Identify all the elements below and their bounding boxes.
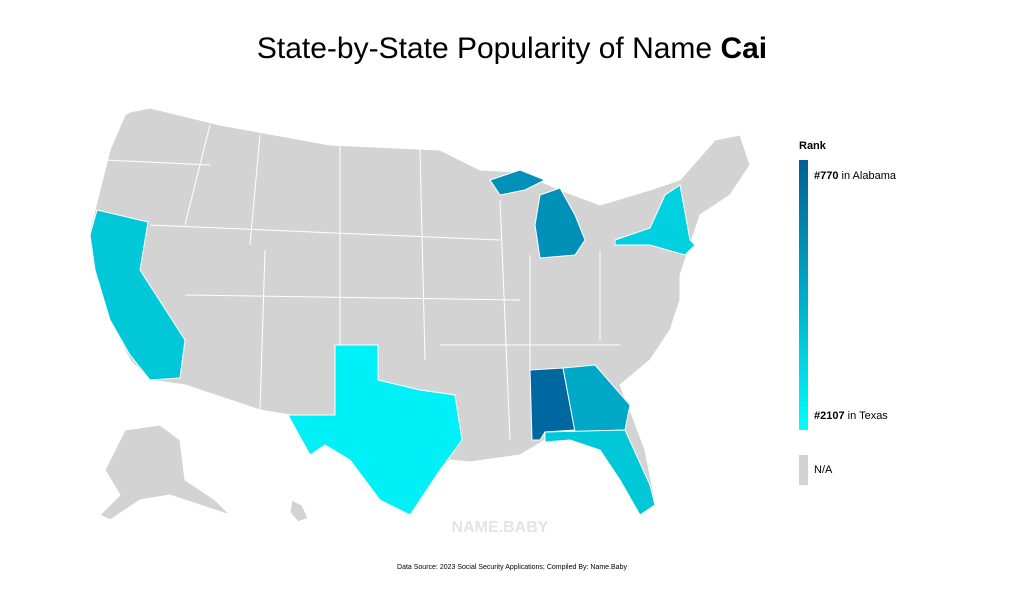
georgia bbox=[562, 364, 631, 433]
new-york bbox=[614, 184, 696, 256]
legend-na-swatch bbox=[799, 455, 808, 485]
michigan bbox=[534, 187, 586, 259]
legend-bottom: #2107 in Texas bbox=[814, 410, 888, 422]
texas bbox=[287, 344, 463, 516]
title-text: State-by-State Popularity of Name bbox=[257, 32, 712, 65]
legend-top: #770 in Alabama bbox=[814, 170, 897, 182]
title: State-by-State Popularity of Name Cai bbox=[257, 32, 767, 65]
legend-title: Rank bbox=[799, 140, 827, 152]
alaska bbox=[99, 424, 231, 521]
watermark: NAME.BABY bbox=[452, 519, 549, 536]
florida bbox=[544, 429, 656, 516]
legend-top-label: in Alabama bbox=[842, 170, 897, 182]
legend-gradient bbox=[799, 160, 808, 430]
hawaii bbox=[289, 499, 309, 523]
state-borders bbox=[104, 124, 620, 441]
michigan-upper bbox=[489, 169, 547, 196]
legend-top-rank: #770 bbox=[814, 170, 838, 182]
legend-bottom-label: in Texas bbox=[848, 410, 889, 422]
legend-bottom-rank: #2107 bbox=[814, 410, 845, 422]
footer: Data Source: 2023 Social Security Applic… bbox=[397, 564, 627, 571]
legend-na: N/A bbox=[814, 464, 833, 476]
california bbox=[89, 209, 186, 381]
legend: Rank #770 in Alabama #2107 in Texas N/A bbox=[799, 140, 897, 485]
us-map bbox=[89, 107, 751, 523]
title-name: Cai bbox=[720, 32, 767, 65]
